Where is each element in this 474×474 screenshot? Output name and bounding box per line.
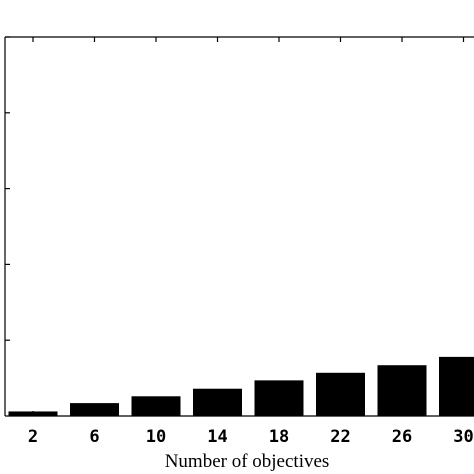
x-tick-label: 18: [269, 427, 289, 447]
x-tick-label: 14: [207, 427, 227, 447]
x-tick-label: 6: [89, 427, 99, 447]
bars: [8, 356, 474, 416]
x-tick-label: 30: [453, 427, 473, 447]
x-tick-label: 26: [392, 427, 412, 447]
bar-30: [439, 356, 474, 416]
bar-18: [254, 380, 304, 416]
bar-6: [70, 403, 119, 416]
bar-2: [8, 411, 58, 416]
bar-22: [316, 372, 365, 416]
bar-14: [193, 388, 242, 416]
x-tick-labels: 2 6 10 14 18 22 26 30: [28, 427, 474, 447]
x-tick-label: 10: [146, 427, 166, 447]
bar-10: [131, 396, 181, 416]
x-tick-label: 22: [330, 427, 350, 447]
x-tick-label: 2: [28, 427, 38, 447]
axes: [4, 36, 474, 417]
x-axis-label: Number of objectives: [165, 451, 330, 472]
bar-26: [377, 365, 427, 416]
